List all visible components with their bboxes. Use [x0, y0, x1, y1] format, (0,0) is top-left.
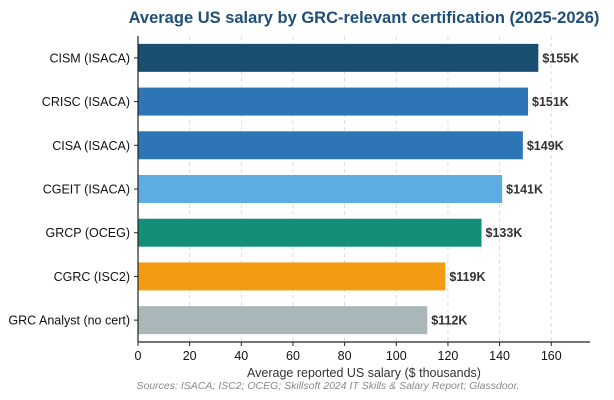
bar-0: [138, 43, 539, 72]
data-label-3: $141K: [506, 183, 543, 197]
bar-5: [138, 262, 446, 291]
gridlines: [189, 36, 552, 342]
x-tick-label-40: 40: [234, 349, 248, 363]
data-label-2: $149K: [527, 139, 564, 153]
bar-1: [138, 87, 529, 116]
source-note: Sources: ISACA; ISC2; OCEG; Skillsoft 20…: [137, 380, 520, 392]
chart-title: Average US salary by GRC-relevant certif…: [129, 9, 600, 27]
bar-2: [138, 131, 523, 160]
x-tick-label-20: 20: [183, 349, 197, 363]
data-label-1: $151K: [532, 95, 569, 109]
y-tick-label-5: CGRC (ISC2): [54, 270, 130, 284]
data-label-0: $155K: [542, 51, 579, 65]
y-tick-label-6: GRC Analyst (no cert): [8, 314, 130, 328]
x-tick-label-140: 140: [489, 349, 510, 363]
bar-3: [138, 175, 503, 203]
x-tick-label-80: 80: [338, 349, 352, 363]
y-tick-label-1: CRISC (ISACA): [42, 95, 130, 109]
y-tick-label-3: CGEIT (ISACA): [43, 183, 130, 197]
x-tick-label-100: 100: [386, 349, 407, 363]
y-tick-label-0: CISM (ISACA): [49, 51, 130, 65]
bars: [138, 43, 539, 335]
data-label-4: $133K: [486, 226, 523, 240]
y-tick-label-4: GRCP (OCEG): [46, 226, 131, 240]
data-label-6: $112K: [431, 314, 467, 328]
x-tick-label-60: 60: [286, 349, 300, 363]
x-tick-label-160: 160: [541, 349, 562, 363]
x-tick-label-0: 0: [135, 349, 142, 363]
axes: [134, 36, 590, 346]
x-tick-label-120: 120: [438, 349, 459, 363]
bar-6: [138, 306, 428, 335]
y-tick-label-2: CISA (ISACA): [52, 139, 130, 153]
x-axis-label: Average reported US salary ($ thousands): [247, 366, 481, 380]
labels: CISM (ISACA) $155K CRISC (ISACA) $151K CISA …: [8, 51, 579, 363]
data-label-5: $119K: [449, 270, 485, 284]
bar-4: [138, 218, 482, 247]
